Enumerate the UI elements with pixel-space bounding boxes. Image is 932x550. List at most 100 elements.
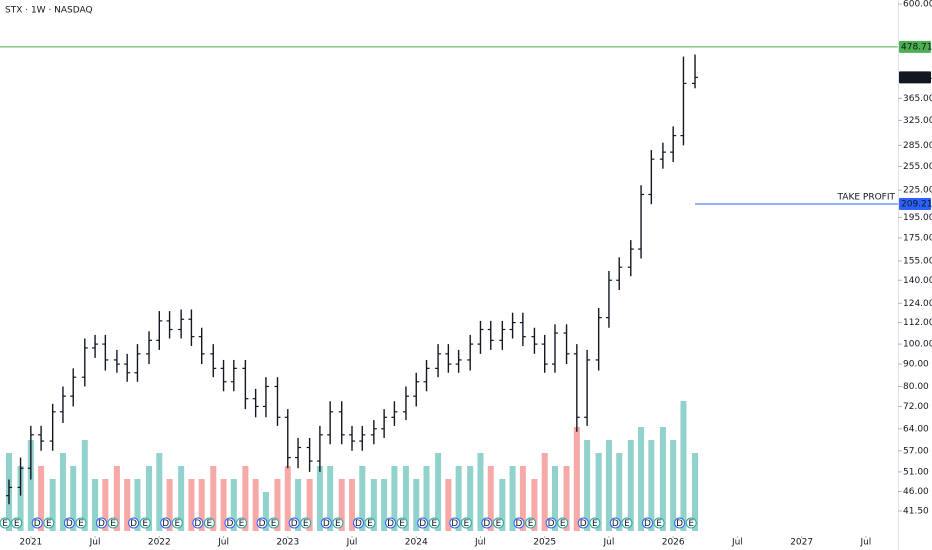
y-tick-label: 57.00 xyxy=(903,446,929,456)
y-tick-label: 255.00 xyxy=(903,162,932,172)
x-tick-label: 2027 xyxy=(790,538,813,548)
volume-bar xyxy=(692,453,699,531)
event-icon xyxy=(492,517,504,529)
event-label: D xyxy=(323,519,330,529)
event-label: D xyxy=(483,519,490,529)
volume-bar xyxy=(477,453,484,531)
y-tick-label: 46.00 xyxy=(903,487,929,497)
event-label: E xyxy=(624,519,630,529)
event-label: D xyxy=(548,519,555,529)
y-tick-label: 51.00 xyxy=(903,467,929,477)
volume-bar xyxy=(402,466,409,531)
volume-bar xyxy=(670,440,677,531)
event-icon xyxy=(224,517,236,529)
event-label: E xyxy=(78,519,84,529)
event-label: D xyxy=(676,519,683,529)
event-label: E xyxy=(239,519,245,529)
volume-bar xyxy=(70,466,77,531)
event-label: E xyxy=(399,519,405,529)
y-tick-label: 90.00 xyxy=(903,360,929,370)
event-label: E xyxy=(46,519,52,529)
volume-bar xyxy=(102,479,109,531)
volume-bar xyxy=(616,453,623,531)
volume-bar xyxy=(220,479,227,531)
event-icon xyxy=(192,517,204,529)
volume-bar xyxy=(316,466,323,531)
event-icon xyxy=(653,517,665,529)
event-icon xyxy=(641,517,653,529)
volume-bar xyxy=(252,479,259,531)
volume-bar xyxy=(519,466,526,531)
event-icon xyxy=(43,517,55,529)
volume-bar xyxy=(156,453,163,531)
x-tick-label: 2023 xyxy=(276,538,299,548)
event-icon xyxy=(428,517,440,529)
event-icon xyxy=(352,517,364,529)
volume-bar xyxy=(124,479,131,531)
event-label: D xyxy=(226,519,233,529)
volume-bar xyxy=(230,479,237,531)
y-tick-label: 140.00 xyxy=(903,276,932,286)
volume-bar xyxy=(605,440,612,531)
x-tick-label: 2022 xyxy=(148,538,171,548)
event-icon xyxy=(557,517,569,529)
volume-bar xyxy=(59,453,66,531)
y-tick-label: 124.00 xyxy=(903,299,932,309)
y-tick-label: 175.00 xyxy=(903,233,932,243)
event-label: E xyxy=(207,519,213,529)
event-label: E xyxy=(271,519,277,529)
x-tick-label: 2026 xyxy=(662,538,685,548)
event-icon xyxy=(481,517,493,529)
x-tick-label: Jul xyxy=(603,538,615,548)
event-label: D xyxy=(580,519,587,529)
volume-bar xyxy=(242,466,249,531)
event-label: E xyxy=(496,519,502,529)
volume-bar xyxy=(188,479,195,531)
volume-bar xyxy=(659,427,666,531)
x-tick-label: Jul xyxy=(731,538,743,548)
event-icon xyxy=(674,517,686,529)
y-tick-label: 72.00 xyxy=(903,402,929,412)
x-tick-label: 2021 xyxy=(19,538,42,548)
line-annotation: TAKE PROFIT xyxy=(837,193,896,203)
event-label: E xyxy=(431,519,437,529)
volume-bar xyxy=(327,466,334,531)
event-icon xyxy=(0,517,11,529)
y-tick-label: 325.00 xyxy=(903,116,932,126)
price-label-box xyxy=(899,198,931,211)
volume-bar xyxy=(423,466,430,531)
event-icon xyxy=(364,517,376,529)
event-label: D xyxy=(451,519,458,529)
event-icon xyxy=(513,517,525,529)
event-label: E xyxy=(142,519,148,529)
volume-bar xyxy=(349,479,356,531)
event-label: D xyxy=(194,519,201,529)
event-label: D xyxy=(387,519,394,529)
event-label: D xyxy=(66,519,73,529)
event-icon xyxy=(268,517,280,529)
event-icon xyxy=(300,517,312,529)
event-label: D xyxy=(419,519,426,529)
volume-bar xyxy=(573,427,580,531)
volume-bar xyxy=(499,479,506,531)
event-label: D xyxy=(644,519,651,529)
volume-bar xyxy=(391,466,398,531)
volume-bar xyxy=(306,479,313,531)
x-tick-label: Jul xyxy=(346,538,358,548)
volume-bar xyxy=(113,466,120,531)
event-icon xyxy=(203,517,215,529)
y-tick-label: 80.00 xyxy=(903,382,929,392)
volume-bar xyxy=(627,440,634,531)
volume-bar xyxy=(584,440,591,531)
x-tick-label: Jul xyxy=(859,538,871,548)
y-tick-label: 100.00 xyxy=(903,340,932,350)
event-label: E xyxy=(2,519,8,529)
x-tick-label: Jul xyxy=(474,538,486,548)
volume-bar xyxy=(17,466,24,531)
y-tick-label: 225.00 xyxy=(903,186,932,196)
volume-bar xyxy=(49,479,56,531)
event-icon xyxy=(160,517,172,529)
volume-bar xyxy=(435,453,442,531)
volume-bar xyxy=(38,466,45,531)
